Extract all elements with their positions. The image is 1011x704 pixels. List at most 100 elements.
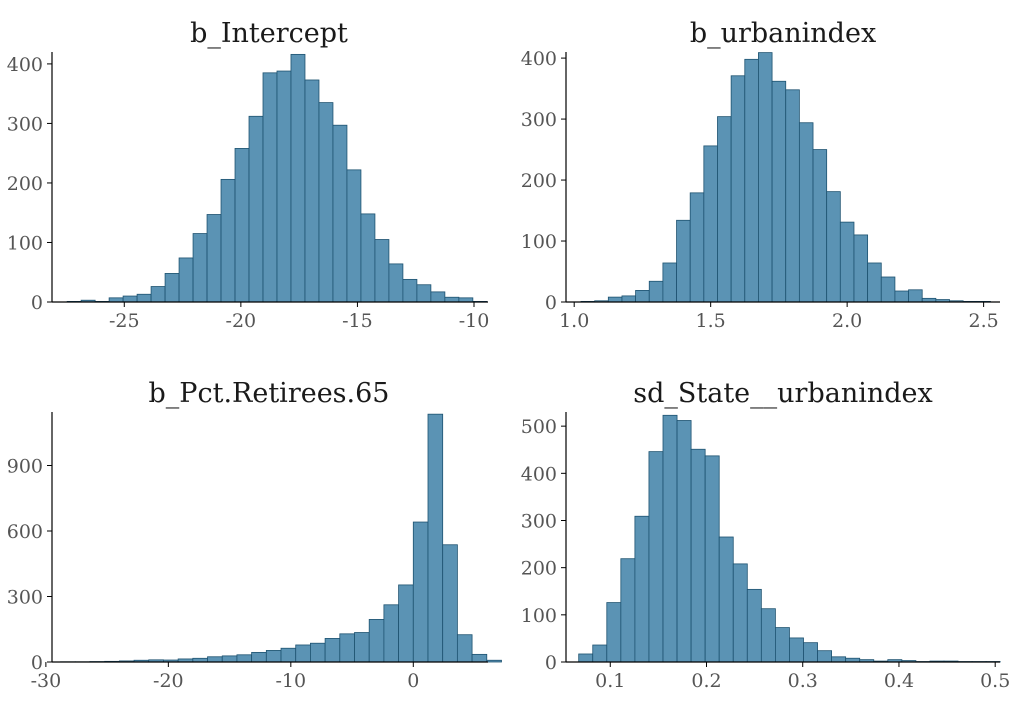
histogram-bar: [730, 75, 746, 303]
histogram-bar: [354, 632, 370, 663]
panel-b-pct-retirees-65: b_Pct.Retirees.65 0 300 600 900 -30 -20 -10 0: [7, 378, 502, 692]
x-tick-label: 2.5: [969, 310, 999, 332]
x-tick-label: 0.2: [691, 670, 721, 692]
x-tick-label: -10: [276, 670, 307, 692]
histogram-bar: [703, 145, 718, 303]
x-tick-label: 0.1: [595, 670, 625, 692]
histogram-bar: [265, 650, 282, 663]
histogram-bar: [689, 192, 705, 303]
y-tick-label: 400: [7, 54, 43, 76]
histogram-bar: [346, 169, 362, 303]
histogram-bar: [839, 221, 855, 303]
y-tick-label: 200: [7, 173, 43, 195]
histogram-bar: [262, 72, 278, 303]
histogram-bar: [853, 234, 869, 303]
histogram-bar: [310, 642, 326, 663]
histogram-bar: [136, 293, 152, 303]
histogram-bar: [360, 213, 376, 303]
histogram-bar: [620, 558, 636, 663]
y-tick-label: 900: [7, 455, 43, 477]
x-tick-label: -25: [109, 310, 140, 332]
histogram-bar: [662, 262, 677, 303]
histogram-bar: [578, 653, 594, 663]
histogram-bar: [304, 79, 320, 303]
histogram-bar: [867, 262, 882, 303]
histogram-bar: [108, 297, 124, 303]
histogram-bar: [236, 654, 253, 663]
histogram-bar: [621, 295, 637, 303]
histogram-bar: [662, 414, 678, 663]
histogram-bar: [458, 297, 474, 303]
y-tick-label: 100: [521, 605, 557, 627]
histogram-bar: [789, 637, 804, 663]
x-tick-label: 0.5: [980, 670, 1010, 692]
x-tick-label: -20: [153, 670, 184, 692]
x-tick-label: 0.3: [788, 670, 818, 692]
y-tick-label: 200: [521, 558, 557, 580]
histogram-bar: [894, 290, 909, 303]
x-tick-label: -30: [31, 670, 62, 692]
y-tick-label: 0: [545, 292, 557, 314]
histogram-bar: [412, 521, 429, 663]
histogram-bar: [383, 604, 399, 663]
histogram-bar: [192, 233, 208, 303]
x-tick-label: -20: [226, 310, 257, 332]
histogram-bar: [427, 413, 444, 663]
histogram-bar: [318, 102, 334, 303]
histogram-bar: [207, 656, 223, 663]
histogram-bar: [775, 627, 790, 663]
histogram-bar: [803, 642, 818, 663]
histogram-bar: [276, 70, 292, 303]
histogram-bar: [444, 296, 460, 303]
histogram-bar: [744, 58, 759, 303]
panel-title: sd_State__urbanindex: [633, 378, 933, 409]
histogram-bar: [634, 515, 650, 663]
histogram-bar: [635, 290, 650, 303]
histogram-bar: [374, 239, 390, 303]
histogram-bar: [442, 544, 458, 663]
histogram-bar: [732, 563, 748, 663]
histogram-bar: [295, 644, 311, 663]
x-tick-label: 1.0: [559, 310, 589, 332]
x-tick-label: 0.4: [884, 670, 914, 692]
histogram-bar: [456, 634, 473, 663]
histogram-bar: [251, 651, 267, 663]
histogram-bar: [339, 633, 355, 663]
histogram-bar: [676, 219, 691, 303]
histogram-bar: [812, 149, 828, 303]
histogram-bar: [178, 257, 194, 303]
histogram-bar: [817, 650, 832, 663]
histogram-bar: [690, 448, 706, 663]
histogram-bar: [280, 647, 297, 663]
histogram-bar: [704, 455, 720, 663]
panel-b-urbanindex: b_urbanindex 0 100 200 300 400 1.0 1.5 2.0 2.5: [521, 18, 1000, 332]
panel-title: b_urbanindex: [690, 18, 876, 49]
y-tick-label: 400: [521, 463, 557, 485]
histogram-bar: [648, 451, 664, 663]
y-tick-label: 0: [31, 652, 43, 674]
y-tick-label: 100: [7, 232, 43, 254]
histogram-bar: [430, 291, 446, 303]
histogram-bar: [221, 655, 238, 663]
x-tick-label: 2.0: [832, 310, 862, 332]
histogram-bar: [388, 263, 404, 303]
y-tick-label: 300: [521, 510, 557, 532]
y-tick-label: 100: [521, 231, 557, 253]
histogram-bar: [606, 602, 622, 663]
y-tick-label: 300: [521, 109, 557, 131]
y-tick-label: 500: [521, 416, 557, 438]
y-tick-label: 0: [545, 652, 557, 674]
histogram-bar: [607, 296, 623, 303]
histogram-bar: [718, 536, 734, 663]
histogram-bar: [746, 588, 762, 663]
x-tick-label: 0: [407, 670, 419, 692]
histogram-bar: [398, 584, 414, 663]
histogram-bar: [471, 653, 488, 663]
histogram-bar: [785, 89, 800, 303]
y-tick-label: 300: [7, 586, 43, 608]
panel-title: b_Intercept: [190, 18, 348, 49]
x-tick-label: -10: [459, 310, 490, 332]
histogram-bar: [880, 276, 896, 303]
histogram-bar: [648, 280, 664, 303]
